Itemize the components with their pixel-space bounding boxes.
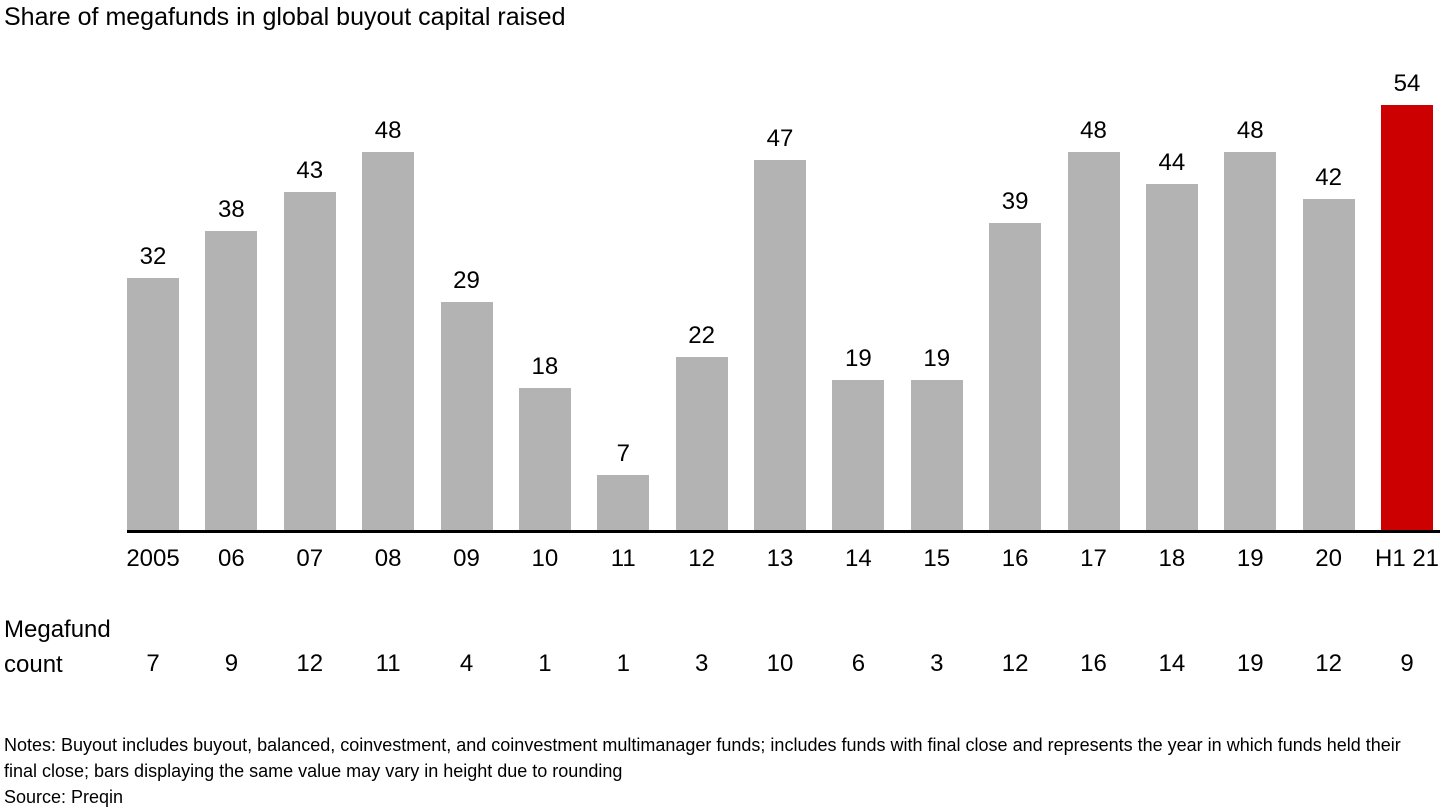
megafund-count-value: 9	[1400, 650, 1414, 677]
bar-group-13: 47	[754, 125, 806, 530]
megafund-count-value: 3	[694, 650, 709, 677]
x-axis-label: 08	[374, 545, 402, 572]
bar-value-label: 7	[616, 440, 630, 467]
megafund-count-value: 19	[1236, 650, 1264, 677]
megafund-count-value: 10	[766, 650, 794, 677]
x-axis-label: 11	[610, 545, 636, 572]
bar	[675, 357, 728, 530]
bar-group-20: 42	[1302, 164, 1355, 530]
bar-group-08: 48	[362, 117, 415, 530]
plot-area: 32 38 43 48 29 18 7 22 47 19 19 39 48 44 48 42 54	[127, 60, 1433, 530]
bar-value-label: 22	[688, 322, 715, 349]
bar	[754, 160, 806, 530]
x-axis-label: 18	[1158, 545, 1186, 572]
bar	[910, 380, 963, 530]
megafund-count-value: 1	[616, 650, 630, 677]
megafund-count-value: 14	[1158, 650, 1186, 677]
x-axis-label: 15	[923, 545, 951, 572]
megafund-count-value: 7	[146, 650, 160, 677]
x-axis-label: 20	[1315, 545, 1342, 572]
x-axis-label: 17	[1080, 545, 1107, 572]
bar-group-14: 19	[832, 345, 885, 530]
bar	[832, 380, 885, 530]
x-axis-label: 13	[766, 545, 794, 572]
bar-group-16: 39	[989, 188, 1042, 530]
chart-title: Share of megafunds in global buyout capi…	[4, 3, 566, 31]
x-axis-label: 06	[218, 545, 245, 572]
megafund-count-value: 6	[851, 650, 866, 677]
megafund-count-value: 11	[375, 650, 401, 677]
bar-value-label: 48	[1080, 117, 1107, 144]
bar-value-label: 43	[296, 157, 324, 184]
bar	[1145, 184, 1198, 530]
bar-group-06: 38	[205, 196, 258, 530]
x-axis-label: 09	[453, 545, 480, 572]
megafund-count-row: 7 9 12 11 4 1 1 3 10 6 3 12 16 14 19 12 9	[127, 650, 1433, 678]
x-axis-label: 16	[1001, 545, 1029, 572]
bar	[1302, 199, 1355, 530]
megafund-count-value: 12	[296, 650, 324, 677]
x-axis-label: 12	[688, 545, 715, 572]
bar-value-label: 48	[1236, 117, 1264, 144]
footer: Notes: Buyout includes buyout, balanced,…	[4, 732, 1438, 810]
bar-group-09: 29	[440, 267, 493, 530]
x-axis-label: 14	[845, 545, 872, 572]
bar-value-label: 47	[766, 125, 794, 152]
x-axis-label: 19	[1236, 545, 1264, 572]
bar	[362, 152, 415, 530]
bar-group-19: 48	[1224, 117, 1277, 530]
bar	[440, 302, 493, 530]
bar-value-label: 19	[923, 345, 951, 372]
bar-value-label: 19	[845, 345, 872, 372]
bar	[518, 388, 571, 530]
x-axis-label: H1 21	[1374, 545, 1440, 572]
x-axis-label: 07	[296, 545, 324, 572]
bar-value-label: 39	[1001, 188, 1029, 215]
bar-group-07: 43	[283, 157, 336, 530]
source-text: Source: Preqin	[4, 787, 124, 807]
megafund-count-label-line2: count	[4, 651, 63, 678]
x-axis-label: 10	[531, 545, 559, 572]
bar-value-label: 32	[139, 243, 167, 270]
bar-group-15: 19	[910, 345, 963, 530]
megafund-count-label: Megafund count	[4, 612, 111, 682]
bar-value-label: 48	[374, 117, 402, 144]
megafund-count-value: 3	[930, 650, 944, 677]
bar-group-17: 48	[1067, 117, 1120, 530]
bar-group-11: 7	[597, 440, 650, 530]
megafund-count-label-line1: Megafund	[4, 616, 111, 643]
x-axis-line	[127, 530, 1440, 533]
bar	[1224, 152, 1277, 530]
bar	[597, 475, 650, 530]
bar	[127, 278, 179, 530]
bar-group-10: 18	[518, 353, 571, 530]
bar	[283, 192, 336, 530]
x-axis-labels: 2005 06 07 08 09 10 11 12 13 14 15 16 17 18 19 20 H1 21	[126, 545, 1440, 573]
notes-text: Notes: Buyout includes buyout, balanced,…	[4, 735, 1401, 781]
x-axis-label: 2005	[126, 545, 180, 572]
bar-value-label: 18	[531, 353, 559, 380]
megafund-count-value: 12	[1001, 650, 1029, 677]
bar-group-18: 44	[1145, 149, 1198, 530]
bar	[989, 223, 1042, 530]
megafund-count-value: 16	[1080, 650, 1107, 677]
bar-group-12: 22	[675, 322, 728, 530]
bar-value-label: 54	[1393, 70, 1421, 97]
bar-value-label: 38	[218, 196, 245, 223]
megafund-count-value: 4	[459, 650, 474, 677]
bar-value-label: 42	[1315, 164, 1342, 191]
bar	[1381, 105, 1433, 530]
megafund-count-value: 1	[538, 650, 552, 677]
megafund-count-value: 12	[1315, 650, 1342, 677]
bar-value-label: 29	[453, 267, 480, 294]
bar-group-h1-21: 54	[1381, 70, 1433, 530]
bar-group-2005: 32	[127, 243, 179, 530]
bar-value-label: 44	[1158, 149, 1186, 176]
bar	[1067, 152, 1120, 530]
bar	[205, 231, 258, 530]
megafund-count-value: 9	[224, 650, 239, 677]
